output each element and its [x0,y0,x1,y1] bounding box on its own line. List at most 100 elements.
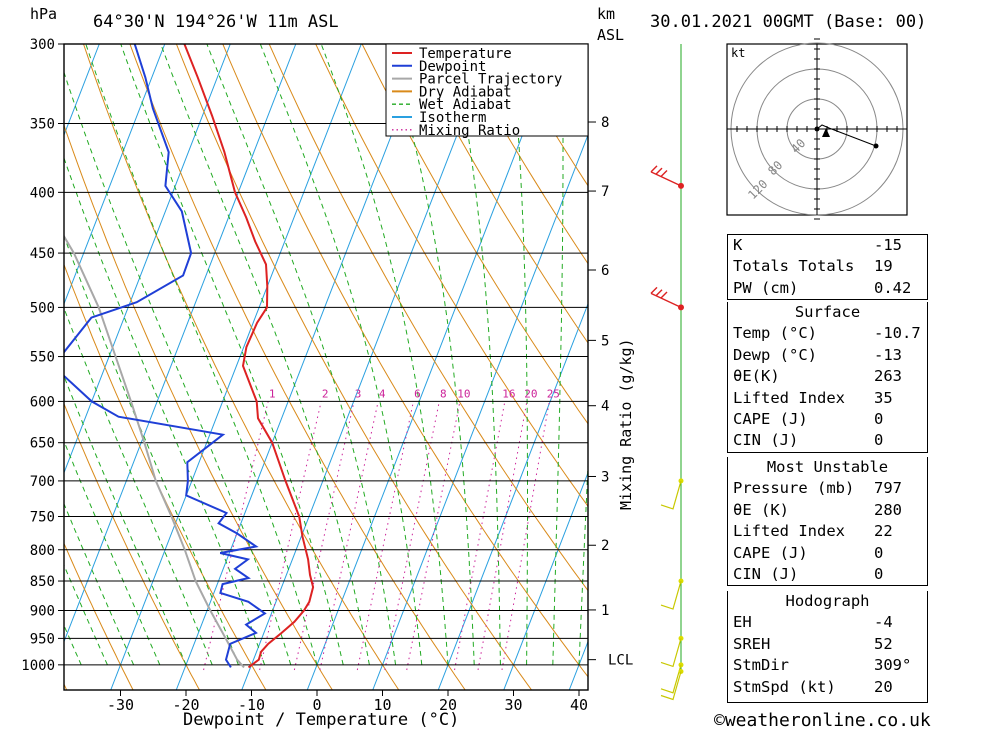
dry-adiabat-line [64,542,134,690]
dry-adiabat-line [966,44,1000,690]
km-tick-label: 2 [601,538,609,554]
indices-general-box: K -15 Totals Totals 19 PW (cm) 0.42 [727,234,928,301]
mixing-ratio-line [477,401,528,671]
asl-unit-label: ASL [597,26,625,44]
pressure-tick-label: 1000 [21,658,55,674]
index-row: EH -4 [728,612,927,633]
km-unit-label: km [597,5,616,23]
dry-adiabat-line [454,44,588,265]
indices-surface-box: Surface Temp (°C) -10.7 Dewp (°C) -13 θE(K) 2… [727,302,928,453]
hodograph-end-dot [873,143,879,149]
index-value: 0.42 [874,278,912,297]
dry-adiabat-line [64,402,200,690]
dry-adiabat-line [64,683,68,690]
km-tick-label: LCL [608,653,633,669]
index-key: Dewp (°C) [733,345,817,364]
index-value: 309° [874,656,912,675]
isotherm-line [110,44,362,690]
hodograph-unit: kt [731,46,745,60]
dry-adiabat-line [64,263,267,690]
isotherm-line [64,44,231,475]
temperature-tick-label: -20 [172,696,199,714]
pressure-tick-label: 350 [30,116,55,132]
index-value: 0 [874,409,884,428]
mixing-ratio-line [293,401,355,671]
index-key: StmDir [733,656,789,675]
pressure-tick-label: 650 [30,436,55,452]
index-value: 20 [874,677,893,696]
index-value: 0 [874,431,884,450]
legend-label: Parcel Trajectory [419,72,562,88]
legend-label: Dry Adiabat [419,84,512,100]
index-row: Lifted Index 22 [728,521,927,542]
index-value: 797 [874,479,902,498]
wind-profile [650,44,684,701]
storm-motion-marker [822,128,830,137]
index-key: Pressure (mb) [733,479,855,498]
index-row: CIN (J) 0 [728,564,927,585]
isotherm-line [372,133,588,690]
wind-barb-flag [650,165,658,173]
temperature-tick-label: -10 [238,696,265,714]
mixing-ratio-line [406,401,461,671]
wet-adiabat-line [320,44,449,665]
wet-adiabat-line [64,70,292,665]
wet-adiabat-line [386,44,475,665]
isotherm-line [64,44,100,137]
x-axis-label: Dewpoint / Temperature (°C) [183,710,460,730]
wind-barb [660,580,682,610]
mixing-ratio-label: 4 [379,387,386,400]
pressure-tick-label: 750 [30,509,55,525]
index-value: 0 [874,543,884,562]
most-unstable-title: Most Unstable [766,458,889,476]
temperature-tick-label: 0 [312,696,321,714]
index-key: EH [733,613,752,632]
pressure-tick-label: 800 [30,543,55,559]
index-row: CIN (J) 0 [728,430,927,451]
legend-label: Dewpoint [419,59,486,75]
legend-label: Temperature [419,46,512,62]
dry-adiabat-line [315,44,588,508]
wet-adiabat-line [578,456,588,665]
km-tick-label: 1 [601,603,609,619]
dewpoint-line [64,44,267,668]
pressure-tick-label: 300 [30,37,55,53]
credit-text[interactable]: ©weatheronline.co.uk [714,710,931,731]
mixing-ratio-line [384,401,440,671]
surface-title: Surface [794,303,861,321]
indices-hodograph-box: Hodograph EH -4 SREH 52 StmDir 309° StmSpd (kt… [727,591,928,703]
pressure-tick-label: 450 [30,246,55,262]
hodograph-title: Hodograph [785,592,870,610]
temperature-tick-label: -30 [107,696,134,714]
pressure-unit-label: hPa [30,5,58,23]
index-row: Temp (°C) -10.7 [728,323,927,344]
wet-adiabat-line [451,44,501,665]
mixing-ratio-label: 3 [355,387,362,400]
index-key: CIN (J) [733,431,799,450]
km-tick-label: 7 [601,184,609,200]
dry-adiabat-line [129,44,466,690]
dry-adiabat-line [83,44,400,690]
wet-adiabat-line [206,44,397,665]
isotherm-line [0,44,34,690]
index-row: SREH 52 [728,634,927,655]
wind-barb [660,638,682,668]
dry-adiabat-line [361,44,588,425]
index-row: CAPE (J) 0 [728,409,927,430]
index-row: Dewp (°C) -13 [728,345,927,366]
mixing-ratio-line [259,401,322,671]
pressure-tick-label: 900 [30,604,55,620]
isotherm-line [241,44,493,690]
isotherm-line [175,44,428,690]
index-key: CAPE (J) [733,543,808,562]
isotherm-line [64,44,297,644]
index-value: 280 [874,500,902,519]
index-row: CAPE (J) 0 [728,543,927,564]
pressure-tick-label: 850 [30,574,55,590]
wet-adiabat-line [510,44,528,665]
index-key: Lifted Index [733,388,845,407]
wet-adiabat-line [120,44,344,665]
index-value: 0 [874,564,884,583]
